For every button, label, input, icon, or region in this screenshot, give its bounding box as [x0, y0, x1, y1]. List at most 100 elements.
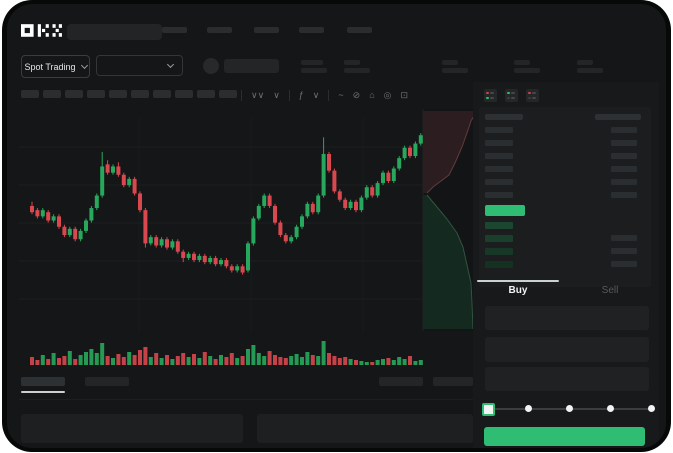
amount-slider-handle[interactable]: [482, 403, 495, 416]
bottom-tab-active[interactable]: [21, 377, 65, 386]
nav-item-placeholder[interactable]: [299, 27, 324, 33]
bottom-tab[interactable]: [85, 377, 129, 386]
divider: [19, 399, 473, 400]
ask-amount-placeholder[interactable]: [611, 192, 637, 198]
mode-icon-cell: [528, 96, 531, 99]
header-search-box[interactable]: [67, 24, 162, 40]
mode-icon-cell: [490, 92, 494, 95]
ticker-stat-value-placeholder: [442, 68, 468, 73]
bid-price-placeholder[interactable]: [485, 235, 513, 242]
ask-price-placeholder[interactable]: [485, 127, 513, 133]
toolbar-item-placeholder[interactable]: [87, 90, 105, 98]
amount-slider-stop[interactable]: [566, 405, 573, 412]
bid-amount-placeholder[interactable]: [611, 261, 637, 267]
mode-icon-cell: [528, 92, 531, 95]
toolbar-item-placeholder[interactable]: [131, 90, 149, 98]
chart-toolbar-icons: ∨∨ ∨ ƒ ∨ ~ ⊘ ⌂ ◎ ⊡: [241, 88, 408, 102]
ask-price-placeholder[interactable]: [485, 153, 513, 159]
trade-side-panel: Buy Sell: [473, 82, 659, 448]
ask-amount-placeholder[interactable]: [611, 153, 637, 159]
chart-settings-icon[interactable]: ◎: [383, 89, 392, 100]
orders-panel-placeholder: [257, 414, 473, 443]
sell-tab-label: Sell: [601, 285, 619, 296]
snapshot-icon[interactable]: ⌂: [369, 90, 375, 100]
mode-icon-cell: [486, 96, 489, 99]
fullscreen-icon[interactable]: ⊡: [400, 89, 409, 100]
ask-amount-placeholder[interactable]: [611, 179, 637, 185]
order-price-input[interactable]: [485, 306, 649, 330]
ask-price-placeholder[interactable]: [485, 140, 513, 146]
mode-icon-cell: [511, 96, 515, 99]
toolbar-item-placeholder[interactable]: [197, 90, 215, 98]
toolbar-item-placeholder[interactable]: [65, 90, 83, 98]
bottom-toolbar-placeholder[interactable]: [433, 377, 473, 386]
orderbook-price-header-placeholder: [485, 114, 523, 120]
toolbar-item-placeholder[interactable]: [175, 90, 193, 98]
amount-slider-stop[interactable]: [525, 405, 532, 412]
mode-icon-cell: [532, 96, 536, 99]
order-amount-input[interactable]: [485, 337, 649, 362]
compare-icon[interactable]: ⊘: [352, 89, 361, 100]
coin-icon: [203, 58, 219, 74]
nav-item-placeholder[interactable]: [347, 27, 372, 33]
bid-amount-placeholder[interactable]: [611, 235, 637, 241]
toolbar-item-placeholder[interactable]: [219, 90, 237, 98]
amount-slider-stop[interactable]: [607, 405, 614, 412]
bid-price-placeholder[interactable]: [485, 261, 513, 268]
mode-icon-cell: [507, 92, 510, 95]
ticker-stat-value-placeholder: [577, 68, 603, 73]
bid-price-placeholder[interactable]: [485, 222, 513, 229]
indicators-icon[interactable]: ƒ: [298, 90, 304, 100]
book-combined-icon[interactable]: [484, 89, 497, 102]
ticker-stat-label-placeholder: [577, 60, 593, 65]
okx-logo: [21, 24, 62, 37]
mode-icon-cell: [507, 96, 510, 99]
ask-amount-placeholder[interactable]: [611, 166, 637, 172]
ask-price-placeholder[interactable]: [485, 166, 513, 172]
market-type-selector[interactable]: Spot Trading: [21, 55, 90, 78]
bottom-toolbar-placeholder[interactable]: [379, 377, 423, 386]
ticker-stat-label-placeholder: [514, 60, 530, 65]
amount-slider-stop[interactable]: [648, 405, 655, 412]
market-type-label: Spot Trading: [24, 61, 76, 72]
orderbook-last-price[interactable]: [485, 205, 525, 216]
toolbar-item-placeholder[interactable]: [109, 90, 127, 98]
toolbar-item-placeholder[interactable]: [43, 90, 61, 98]
order-total-input[interactable]: [485, 367, 649, 391]
orderbook-amount-header-placeholder: [595, 114, 641, 120]
buy-submit-button[interactable]: [484, 427, 645, 446]
ask-amount-placeholder[interactable]: [611, 140, 637, 146]
bid-amount-placeholder[interactable]: [611, 248, 637, 254]
pair-name-placeholder: [224, 59, 279, 73]
tab-sell[interactable]: Sell: [565, 285, 655, 296]
buy-tab-indicator: [477, 280, 559, 282]
candlestick-volume-depth-chart: [19, 109, 481, 365]
pair-selector-dropdown[interactable]: [96, 55, 183, 76]
toolbar-item-placeholder[interactable]: [153, 90, 171, 98]
line-tool-icon[interactable]: ~: [338, 90, 344, 100]
toolbar-item-placeholder[interactable]: [21, 90, 39, 98]
ask-amount-placeholder[interactable]: [611, 127, 637, 133]
mode-icon-cell: [490, 96, 494, 99]
mode-icon-cell: [511, 92, 515, 95]
bid-price-placeholder[interactable]: [485, 248, 513, 255]
tab-buy[interactable]: Buy: [473, 285, 563, 296]
book-bids-icon[interactable]: [505, 89, 518, 102]
chevron-down-icon: [80, 61, 88, 70]
candle-style-dropdown-icon[interactable]: ∨: [273, 89, 280, 100]
book-asks-icon[interactable]: [526, 89, 539, 102]
indicators-dropdown-icon[interactable]: ∨: [312, 89, 320, 100]
ask-price-placeholder[interactable]: [485, 179, 513, 185]
nav-item-placeholder[interactable]: [162, 27, 187, 33]
nav-item-placeholder[interactable]: [207, 27, 232, 33]
orders-panel-placeholder: [21, 414, 243, 443]
ticker-stat-value-placeholder: [344, 68, 370, 73]
ticker-stat-value-placeholder: [301, 68, 327, 73]
candle-style-icon[interactable]: ∨∨: [251, 89, 265, 100]
ask-price-placeholder[interactable]: [485, 192, 513, 198]
nav-item-placeholder[interactable]: [254, 27, 279, 33]
chevron-down-icon: [166, 60, 175, 69]
toolbar-separator: [241, 89, 242, 101]
price-chart[interactable]: [19, 107, 485, 369]
